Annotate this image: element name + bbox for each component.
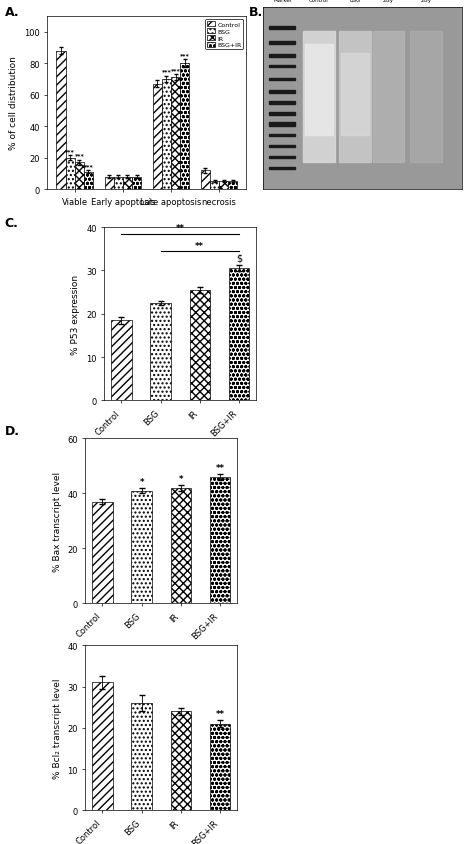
Bar (56, 51, 65, 190)
Bar (171, 711, 191, 810)
Bar (105, 177, 114, 190)
Text: ***: *** (162, 69, 171, 74)
Bar (84, 173, 93, 190)
Text: ***: *** (180, 53, 190, 57)
Bar (210, 724, 230, 810)
Text: D.: D. (5, 425, 20, 437)
Text: ***: *** (171, 68, 181, 73)
Bar (111, 321, 132, 401)
Bar (269, 78, 295, 81)
Bar (201, 171, 210, 190)
Y-axis label: % of cell distribution: % of cell distribution (9, 57, 18, 150)
Legend: Control, BSG, IR, BSG+IR: Control, BSG, IR, BSG+IR (205, 20, 243, 51)
Bar (269, 135, 295, 138)
Text: Control: Control (309, 0, 328, 3)
Bar (171, 488, 191, 603)
Bar (269, 91, 295, 94)
Bar (162, 80, 171, 190)
Bar (123, 177, 132, 190)
Y-axis label: % P53 expression: % P53 expression (72, 274, 81, 354)
Bar (153, 84, 162, 190)
Bar (92, 683, 113, 810)
Bar (228, 182, 237, 190)
Bar (132, 177, 141, 190)
Text: ***: *** (65, 149, 75, 154)
Bar (219, 182, 228, 190)
Text: BSG: BSG (349, 0, 360, 3)
Bar (114, 177, 123, 190)
Text: BSG +
2Gy: BSG + 2Gy (418, 0, 435, 3)
Bar (269, 27, 295, 30)
Bar (210, 478, 230, 603)
Bar (269, 168, 295, 170)
Bar (269, 102, 295, 105)
Bar (305, 45, 333, 136)
Text: **: ** (195, 241, 204, 251)
Bar (210, 182, 219, 190)
Bar (269, 122, 295, 127)
Bar (269, 146, 295, 149)
Bar (339, 32, 371, 163)
Text: ***: *** (74, 154, 84, 159)
Bar (228, 269, 249, 401)
Text: B.: B. (249, 6, 263, 19)
Bar (131, 491, 152, 603)
Bar (269, 42, 295, 45)
Text: $: $ (236, 253, 242, 263)
Y-axis label: % Bcl₂ transcript level: % Bcl₂ transcript level (53, 678, 62, 778)
Text: C.: C. (5, 217, 18, 230)
Text: A.: A. (5, 6, 19, 19)
Bar (171, 78, 180, 190)
Bar (269, 66, 295, 68)
Bar (373, 32, 404, 163)
Text: ***: *** (83, 164, 93, 169)
Text: **: ** (215, 463, 224, 473)
Bar (303, 32, 335, 163)
Bar (269, 157, 295, 159)
Text: *: * (139, 477, 144, 486)
Bar (65, 159, 75, 190)
Bar (190, 290, 210, 401)
Bar (75, 163, 84, 190)
Bar (150, 304, 171, 401)
Bar (180, 64, 189, 190)
Bar (131, 703, 152, 810)
Bar (269, 113, 295, 116)
Text: *: * (179, 474, 183, 484)
Bar (269, 55, 295, 57)
Bar (410, 32, 442, 163)
Text: 2Gy: 2Gy (383, 0, 394, 3)
Text: **: ** (176, 224, 184, 233)
Bar (341, 54, 369, 136)
Text: Marker: Marker (273, 0, 292, 3)
Bar (92, 502, 113, 603)
Y-axis label: % Bax transcript level: % Bax transcript level (53, 471, 62, 571)
Text: **: ** (215, 710, 224, 718)
